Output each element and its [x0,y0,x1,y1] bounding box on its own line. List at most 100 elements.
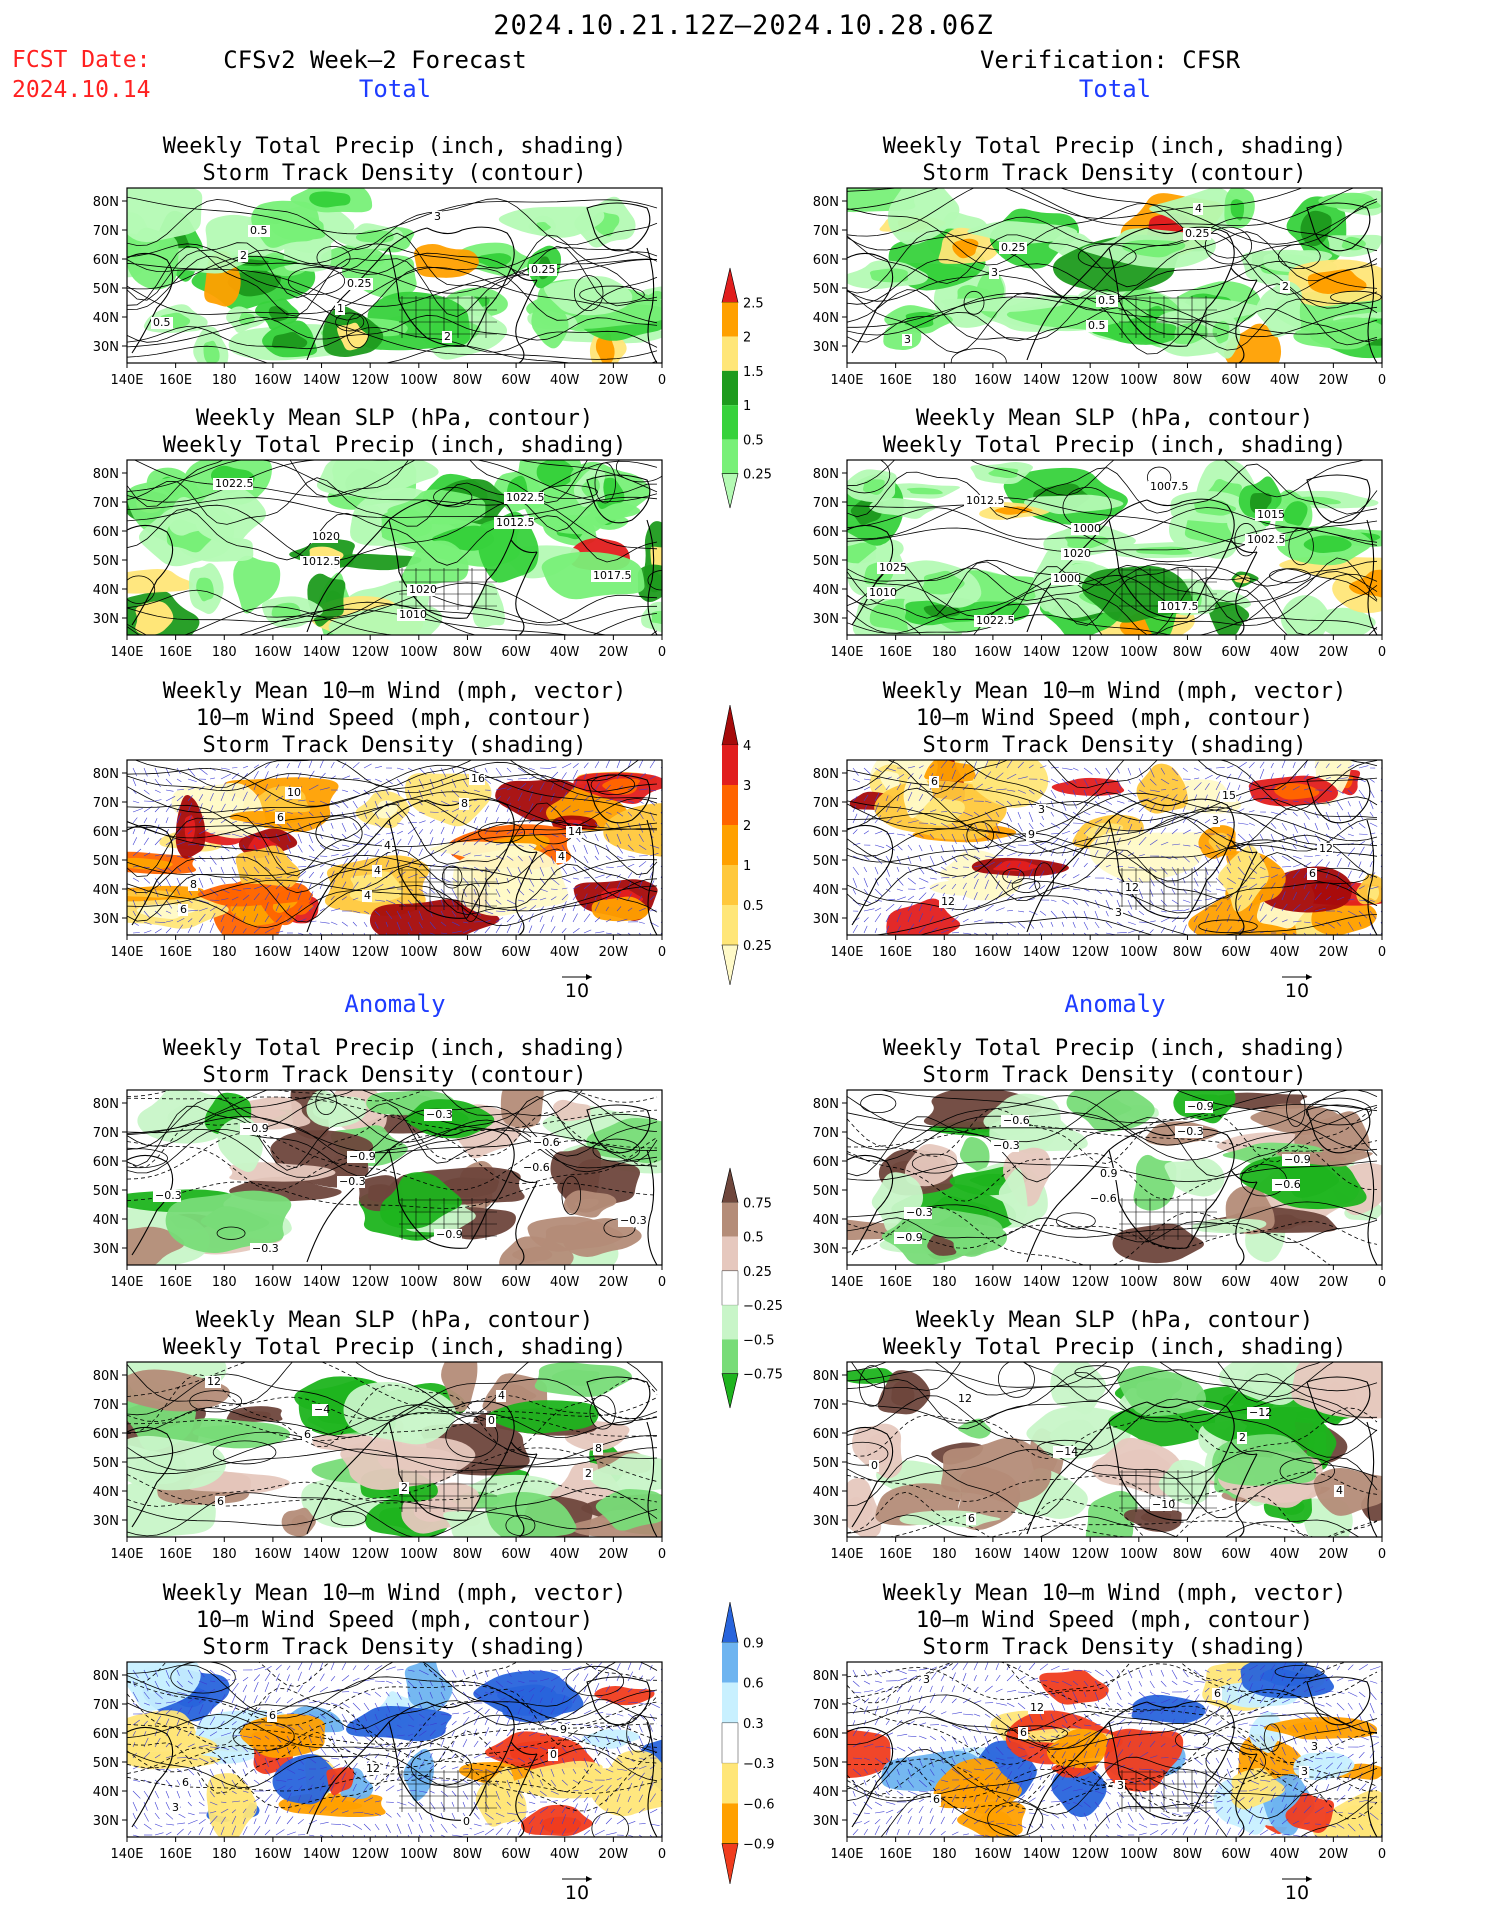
lon-tick-label: 180 [212,1847,237,1862]
lon-tick-label: 0 [1378,373,1386,388]
lat-tick-label: 30N [93,1514,119,1529]
colorbar-label: 0.5 [743,899,764,914]
lon-tick-label: 20W [599,373,629,388]
contour-label: 6 [304,1428,311,1441]
lat-tick-label: 60N [813,825,839,840]
contour-label: 6 [182,1776,189,1789]
lon-tick-label: 60W [1221,373,1251,388]
lat-tick-label: 60N [93,1427,119,1442]
lat-tick-label: 70N [813,1126,839,1141]
map-panel-verification-1: Weekly Total Precip (inch, shading)Storm… [813,134,1386,388]
lon-tick-label: 140E [110,1847,143,1862]
contour-label: −0.9 [1284,1153,1311,1166]
contour-label: 3 [1115,906,1122,919]
lon-tick-label: 20W [599,945,629,960]
contour-label: 1020 [409,583,437,596]
contour-label: −12 [1249,1406,1272,1419]
lon-tick-label: 20W [1319,373,1349,388]
lon-tick-label: 20W [1319,1275,1349,1290]
contour-label: 0 [871,1459,878,1472]
lat-tick-label: 30N [813,612,839,627]
panel-title: Storm Track Density (shading) [922,1635,1306,1660]
lat-tick-label: 70N [93,224,119,239]
lon-tick-label: 40W [1270,373,1300,388]
contour-label: 8 [595,1442,602,1455]
contour-label: 6 [1214,1687,1221,1700]
lon-tick-label: 80W [1173,1547,1203,1562]
panel-title: Weekly Total Precip (inch, shading) [883,1036,1347,1061]
lon-tick-label: 80W [1173,1275,1203,1290]
lat-tick-label: 50N [813,854,839,869]
lon-tick-label: 120W [351,1847,389,1862]
contour-label: −0.6 [1274,1178,1301,1191]
contour-label: 12 [1030,1701,1044,1714]
lon-tick-label: 100W [1120,945,1158,960]
contour-label: −0.3 [426,1108,453,1121]
contour-label: 6 [968,1512,975,1525]
contour-label: 0.25 [531,263,556,276]
lon-tick-label: 60W [501,645,531,660]
lat-tick-label: 80N [813,195,839,210]
lon-tick-label: 120W [351,373,389,388]
lon-tick-label: 0 [658,373,666,388]
lat-tick-label: 60N [813,1155,839,1170]
lon-tick-label: 0 [1378,645,1386,660]
lon-tick-label: 20W [599,1847,629,1862]
lon-tick-label: 0 [658,1847,666,1862]
contour-label: 9 [1028,828,1035,841]
lat-tick-label: 50N [813,1756,839,1771]
lon-tick-label: 80W [1173,373,1203,388]
contour-label: 3 [1038,803,1045,816]
colorbar-label: −0.9 [743,1838,775,1853]
lat-tick-label: 70N [93,1126,119,1141]
colorbar-label: 0.25 [743,939,772,954]
lon-tick-label: 20W [599,1547,629,1562]
lon-tick-label: 40W [550,1275,580,1290]
panel-title: Weekly Total Precip (inch, shading) [883,134,1347,159]
lon-tick-label: 180 [932,645,957,660]
contour-label: 2 [401,1481,408,1494]
lat-tick-label: 70N [93,796,119,811]
lat-tick-label: 80N [813,1669,839,1684]
lon-tick-label: 160E [879,1847,912,1862]
contour-label: 1022.5 [506,491,545,504]
map-panel-forecast-6: Weekly Mean 10–m Wind (mph, vector)10–m … [93,1581,666,1904]
lat-tick-label: 50N [93,282,119,297]
panel-title: Weekly Total Precip (inch, shading) [163,134,627,159]
lon-tick-label: 160E [879,1547,912,1562]
contour-label: 0.25 [1185,227,1210,240]
colorbar-label: −0.5 [743,1333,775,1348]
panel-title: Storm Track Density (contour) [202,161,586,186]
lat-tick-label: 80N [93,1369,119,1384]
left-column-title: CFSv2 Week–2 Forecast [223,46,527,74]
contour-label: −0.3 [906,1206,933,1219]
contour-label: 0 [463,1815,470,1828]
lon-tick-label: 140W [303,373,341,388]
contour-label: 1017.5 [593,569,632,582]
lon-tick-label: 40W [1270,1275,1300,1290]
lat-tick-label: 60N [813,253,839,268]
lon-tick-label: 100W [1120,373,1158,388]
lon-tick-label: 0 [1378,1547,1386,1562]
panel-title: Weekly Total Precip (inch, shading) [163,1335,627,1360]
lon-tick-label: 0 [658,1275,666,1290]
lon-tick-label: 160E [879,1275,912,1290]
map-panel-forecast-2: Weekly Mean SLP (hPa, contour)Weekly Tot… [93,406,666,660]
contour-label: 0.5 [1098,294,1116,307]
main-title: 2024.10.21.12Z–2024.10.28.06Z [493,10,994,41]
panel-title: Weekly Mean 10–m Wind (mph, vector) [163,679,627,704]
lon-tick-label: 120W [351,645,389,660]
contour-label: 1000 [1073,522,1101,535]
contour-label: 6 [217,1495,224,1508]
lon-tick-label: 120W [351,945,389,960]
lon-tick-label: 160E [879,645,912,660]
lat-tick-label: 30N [93,1242,119,1257]
colorbar-label: 2.5 [743,296,764,311]
lat-tick-label: 70N [93,1698,119,1713]
colorbar-label: 1 [743,859,751,874]
lon-tick-label: 100W [1120,1847,1158,1862]
contour-label: 3 [991,266,998,279]
lon-tick-label: 140E [830,1847,863,1862]
contour-label: −0.3 [620,1214,647,1227]
contour-label: 1012.5 [966,494,1005,507]
